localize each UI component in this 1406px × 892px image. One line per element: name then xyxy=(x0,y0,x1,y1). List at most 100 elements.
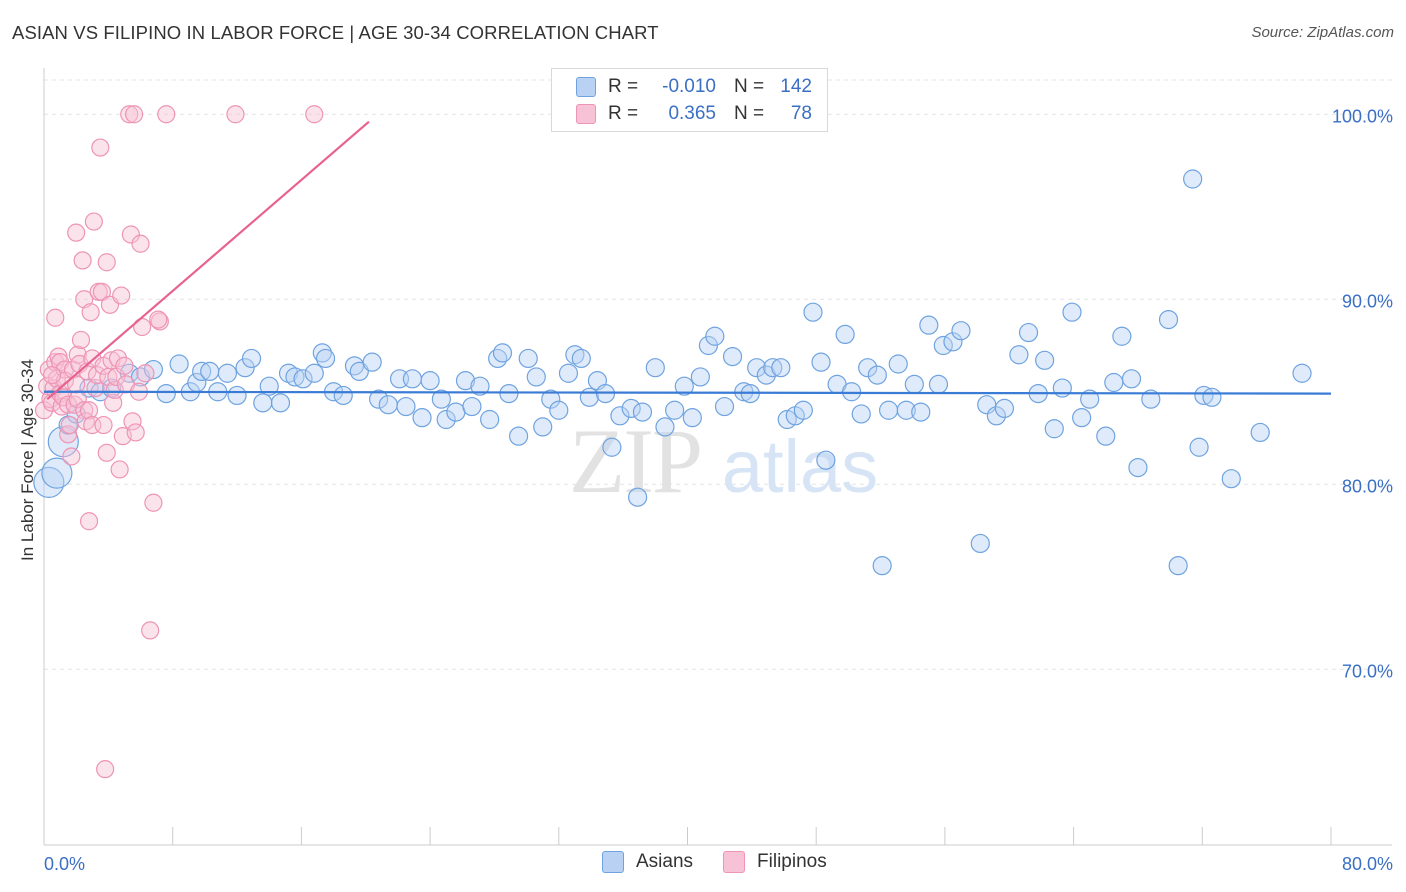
filipino-point xyxy=(71,330,91,350)
asian-point xyxy=(431,389,451,409)
asian-point xyxy=(878,400,899,420)
y-tick-label: 90.0% xyxy=(1342,291,1393,311)
y-tick-label: 100.0% xyxy=(1332,106,1393,126)
legend-n-value-filipinos: 78 xyxy=(790,103,812,124)
asian-point xyxy=(690,367,710,387)
filipino-point xyxy=(149,310,168,329)
trend-lines xyxy=(43,120,1332,400)
asian-point xyxy=(722,347,743,367)
asian-point xyxy=(58,415,78,435)
asian-point xyxy=(420,371,440,391)
filipino-point xyxy=(94,415,113,435)
asian-point xyxy=(816,450,836,470)
asian-point xyxy=(1096,426,1116,446)
asian-point xyxy=(1250,422,1270,443)
asian-point xyxy=(304,363,324,383)
asian-point xyxy=(217,363,237,383)
asian-point xyxy=(763,358,783,378)
asian-point xyxy=(1128,458,1148,478)
filipino-point xyxy=(87,366,107,385)
asian-point xyxy=(994,398,1015,418)
asian-point xyxy=(499,384,519,404)
filipino-point xyxy=(79,401,99,420)
filipino-point xyxy=(124,105,144,124)
asian-point xyxy=(1080,389,1100,409)
filipino-point xyxy=(157,105,176,124)
x-tick-labels: 0.0% 80.0% xyxy=(44,854,1393,874)
asian-point xyxy=(888,354,908,374)
asian-point xyxy=(253,393,273,413)
filipino-point xyxy=(73,251,92,270)
asian-point xyxy=(1018,322,1039,343)
asian-point xyxy=(1292,363,1312,383)
asian-point xyxy=(1158,310,1179,330)
filipino-point xyxy=(59,425,78,444)
asian-point xyxy=(462,396,482,417)
filipino-point xyxy=(97,443,116,462)
asian-point xyxy=(41,457,73,489)
series-legend: Asians Filipinos xyxy=(602,851,857,873)
asian-point xyxy=(665,400,685,420)
asian-point xyxy=(1035,350,1055,370)
asian-point xyxy=(872,556,892,576)
asian-point xyxy=(369,389,389,409)
asian-point xyxy=(412,408,432,428)
asian-point xyxy=(803,302,823,322)
filipino-point xyxy=(81,303,100,322)
x-tick-label-max: 80.0% xyxy=(1342,854,1393,874)
filipino-point xyxy=(108,349,128,368)
asian-point xyxy=(867,365,887,385)
asian-point xyxy=(951,321,971,341)
asian-point xyxy=(943,332,963,352)
asian-point xyxy=(333,385,353,406)
legend-n-label: N = xyxy=(734,76,765,97)
asian-point xyxy=(241,348,262,369)
asian-point xyxy=(682,408,702,428)
legend-row-asians: R = -0.010 N = 142 xyxy=(576,75,812,99)
filipino-point xyxy=(123,412,142,431)
asian-point xyxy=(1112,326,1132,346)
asian-point xyxy=(549,400,569,420)
asian-point xyxy=(610,406,630,426)
asian-point xyxy=(835,324,855,344)
filipino-point xyxy=(60,415,79,435)
legend-label-asians: Asians xyxy=(636,851,694,872)
asian-point xyxy=(1141,389,1161,409)
y-tick-label: 80.0% xyxy=(1342,476,1393,496)
watermark-zip: ZIP xyxy=(569,410,701,512)
asian-point xyxy=(811,352,831,372)
watermark: ZIP atlas xyxy=(569,410,878,512)
asian-point xyxy=(362,352,382,372)
y-axis-label: In Labor Force | Age 30-34 xyxy=(18,359,37,561)
asian-point xyxy=(1104,372,1124,393)
asian-point xyxy=(579,387,599,407)
asian-point xyxy=(455,371,476,391)
asian-point xyxy=(970,533,990,554)
asian-point xyxy=(518,348,538,369)
y-tick-labels: 70.0% 80.0% 90.0% 100.0% xyxy=(1332,106,1393,681)
asian-point xyxy=(655,417,675,437)
legend-n-label: N = xyxy=(734,103,765,124)
legend-item-asians[interactable]: Asians xyxy=(602,851,693,873)
asian-point xyxy=(1044,419,1064,439)
legend-swatch-filipinos xyxy=(723,851,746,873)
asian-point xyxy=(933,335,953,356)
asian-point xyxy=(349,361,369,381)
legend-swatch-filipinos xyxy=(576,104,596,124)
asian-point xyxy=(533,417,553,437)
filipino-point xyxy=(68,390,87,409)
filipino-point xyxy=(226,105,245,124)
asian-point xyxy=(270,393,291,413)
asian-point xyxy=(492,343,513,363)
asian-point xyxy=(986,406,1006,426)
legend-item-filipinos[interactable]: Filipinos xyxy=(723,851,827,873)
asian-point xyxy=(628,487,648,507)
asian-point xyxy=(1121,369,1142,389)
asian-point xyxy=(396,396,416,417)
asian-point xyxy=(436,409,456,430)
x-tick-label-min: 0.0% xyxy=(44,854,85,874)
filipino-point xyxy=(305,105,324,124)
asian-point xyxy=(841,382,862,402)
legend-r-value-asians: -0.010 xyxy=(662,76,716,97)
